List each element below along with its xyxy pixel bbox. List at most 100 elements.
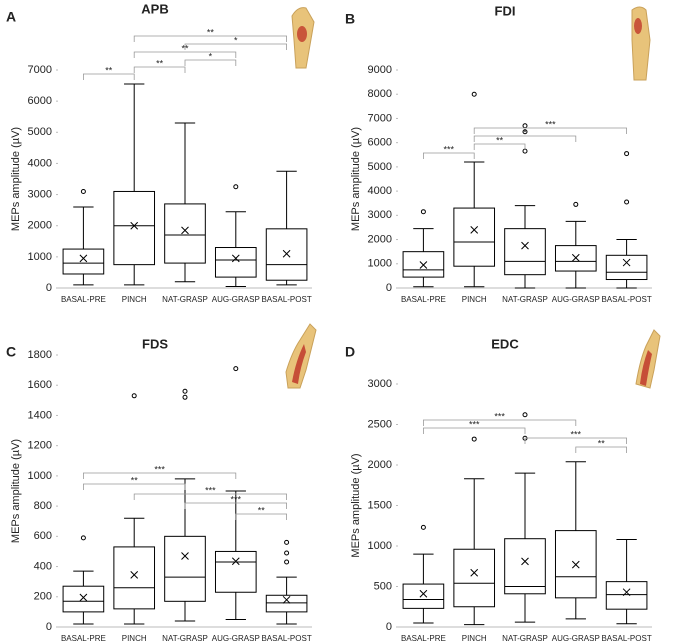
significance-label: *** xyxy=(545,119,556,129)
mean-marker xyxy=(181,552,189,560)
significance-bracket xyxy=(423,427,526,434)
mean-marker xyxy=(419,261,428,269)
mean-marker xyxy=(521,241,529,250)
box xyxy=(453,548,496,608)
significance-label: * xyxy=(523,127,527,137)
x-tick-label: BASAL-PRE xyxy=(61,634,106,643)
x-tick-label: AUG-GRASP xyxy=(212,634,260,643)
y-tick-label: 3000 xyxy=(28,188,52,200)
outlier xyxy=(471,91,477,97)
y-tick-label: 500 xyxy=(374,580,392,592)
outlier xyxy=(420,524,426,530)
box xyxy=(265,228,308,281)
x-tick-label: BASAL-PRE xyxy=(61,295,106,304)
mean-marker xyxy=(419,589,428,598)
y-tick-label: 3000 xyxy=(368,378,392,390)
significance-bracket xyxy=(473,127,627,134)
outlier xyxy=(284,550,290,556)
significance-label: * xyxy=(234,35,238,45)
x-tick-label: NAT-GRASP xyxy=(162,634,208,643)
y-tick-label: 3000 xyxy=(368,209,392,221)
mean-marker xyxy=(622,588,631,597)
x-tick-label: PINCH xyxy=(462,295,487,304)
outlier xyxy=(522,129,528,135)
box xyxy=(402,583,445,609)
mean-marker xyxy=(231,557,240,566)
significance-label: ** xyxy=(598,438,606,448)
outlier xyxy=(522,412,528,418)
y-tick-label: 2500 xyxy=(368,418,392,430)
outlier xyxy=(284,559,290,565)
mean-marker xyxy=(181,226,189,235)
significance-bracket xyxy=(473,135,577,142)
mean-marker xyxy=(470,568,479,577)
y-tick-label: 1600 xyxy=(28,379,52,391)
outlier xyxy=(233,184,239,190)
y-tick-label: 1000 xyxy=(368,540,392,552)
outlier xyxy=(284,539,290,545)
box xyxy=(62,585,105,613)
significance-label: *** xyxy=(444,144,455,154)
y-tick-label: 2000 xyxy=(368,233,392,245)
x-tick-label: PINCH xyxy=(462,634,487,643)
y-tick-label: 1800 xyxy=(28,349,52,361)
significance-label: * xyxy=(209,51,213,61)
mean-marker xyxy=(130,221,139,230)
outlier xyxy=(420,209,426,215)
mean-marker xyxy=(79,593,88,602)
y-tick-label: 6000 xyxy=(28,95,52,107)
significance-label: ** xyxy=(156,58,164,68)
panel-letter: C xyxy=(6,344,16,360)
panel-letter: B xyxy=(345,11,355,27)
significance-label: ** xyxy=(131,475,139,485)
significance-bracket xyxy=(133,35,287,42)
outlier xyxy=(80,188,86,194)
y-tick-label: 0 xyxy=(386,621,392,633)
y-axis-label: MEPs amplitude (µV) xyxy=(10,127,22,231)
y-tick-label: 5000 xyxy=(28,126,52,138)
y-tick-label: 200 xyxy=(34,591,52,603)
box xyxy=(113,546,156,610)
outlier xyxy=(471,436,477,442)
significance-label: ** xyxy=(105,65,113,75)
y-tick-label: 0 xyxy=(386,282,392,294)
significance-label: *** xyxy=(154,464,165,474)
outlier xyxy=(182,394,188,400)
x-tick-label: BASAL-PRE xyxy=(401,295,446,304)
significance-bracket xyxy=(133,51,237,58)
chart-title: EDC xyxy=(491,336,519,351)
box xyxy=(605,254,648,281)
x-tick-label: AUG-GRASP xyxy=(552,634,600,643)
outlier xyxy=(624,199,630,205)
mean-marker xyxy=(130,571,139,579)
x-tick-label: NAT-GRASP xyxy=(502,634,548,643)
chart-title: FDS xyxy=(142,336,168,351)
significance-bracket xyxy=(133,66,186,73)
x-tick-label: BASAL-PRE xyxy=(401,634,446,643)
box xyxy=(164,203,206,264)
x-tick-label: PINCH xyxy=(122,634,147,643)
x-tick-label: NAT-GRASP xyxy=(162,295,208,304)
chart-title: FDI xyxy=(495,3,516,18)
significance-bracket xyxy=(473,143,526,150)
y-axis-label: MEPs amplitude (µV) xyxy=(350,453,362,557)
significance-bracket xyxy=(184,59,237,66)
outlier xyxy=(182,388,188,394)
x-tick-label: PINCH xyxy=(122,295,147,304)
significance-bracket xyxy=(83,73,135,80)
significance-bracket xyxy=(235,513,287,520)
outlier xyxy=(131,393,137,399)
y-tick-label: 1200 xyxy=(28,440,52,452)
y-tick-label: 400 xyxy=(34,560,52,572)
y-axis-label: MEPs amplitude (µV) xyxy=(10,439,22,543)
significance-label: ** xyxy=(258,505,266,515)
significance-label: *** xyxy=(571,429,582,439)
significance-label: *** xyxy=(205,485,216,495)
significance-bracket xyxy=(184,43,287,50)
outlier xyxy=(80,535,86,541)
y-tick-label: 9000 xyxy=(368,64,392,76)
significance-label: *** xyxy=(231,494,242,504)
x-tick-label: BASAL-POST xyxy=(261,634,311,643)
y-tick-label: 1400 xyxy=(28,409,52,421)
